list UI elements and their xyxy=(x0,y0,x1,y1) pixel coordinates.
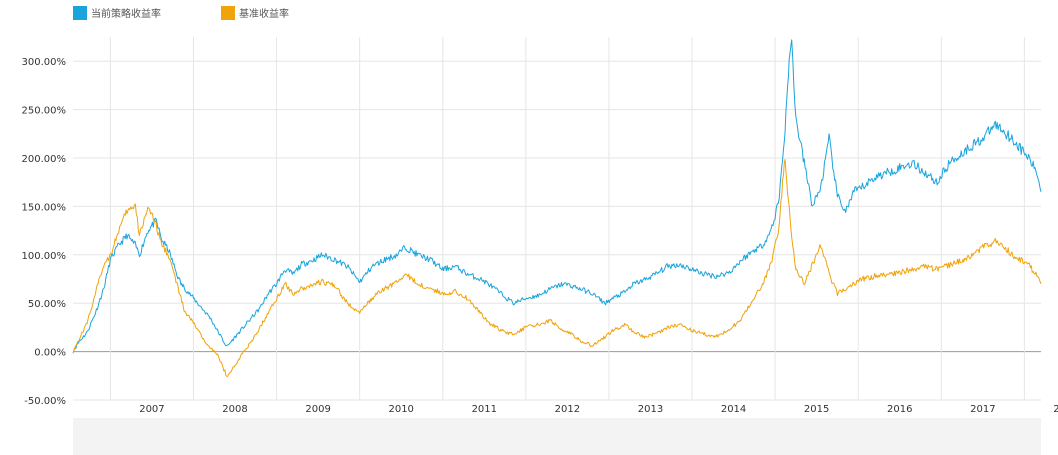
x-tick-label: 2011 xyxy=(472,404,497,415)
legend-swatch-benchmark xyxy=(221,6,235,20)
legend: 当前策略收益率 基准收益率 xyxy=(73,6,289,20)
series-line-strategy xyxy=(72,39,1042,354)
legend-label-strategy: 当前策略收益率 xyxy=(91,7,161,20)
x-tick-label: 2007 xyxy=(139,404,164,415)
x-tick-label: 2014 xyxy=(721,404,746,415)
y-gridlines xyxy=(73,60,1041,401)
x-tick-label: 2015 xyxy=(804,404,829,415)
x-tick-label: 2016 xyxy=(887,404,912,415)
series-group xyxy=(72,39,1042,377)
legend-label-benchmark: 基准收益率 xyxy=(239,7,289,20)
x-tick-label: 2008 xyxy=(222,404,247,415)
y-tick-label: 100.00% xyxy=(22,251,67,262)
y-tick-label: 50.00% xyxy=(28,299,66,310)
x-tick-label: 2012 xyxy=(555,404,580,415)
legend-swatch-strategy xyxy=(73,6,87,20)
series-line-benchmark xyxy=(72,158,1042,377)
x-tick-label: 2018 xyxy=(1053,404,1058,415)
x-gridlines xyxy=(109,37,1025,400)
y-axis: -50.00% 0.00% 50.00% 100.00% 150.00% 200.00% 2… xyxy=(22,57,67,407)
x-tick-label: 2009 xyxy=(305,404,330,415)
y-tick-label: 200.00% xyxy=(22,154,67,165)
x-tick-label: 2017 xyxy=(970,404,995,415)
y-tick-label: 250.00% xyxy=(22,106,67,117)
x-tick-label: 2013 xyxy=(638,404,663,415)
y-tick-label: 0.00% xyxy=(34,348,66,359)
scrollbar-track[interactable] xyxy=(73,418,1041,455)
x-tick-label: 2010 xyxy=(388,404,413,415)
y-tick-label: -50.00% xyxy=(24,396,66,407)
y-tick-label: 150.00% xyxy=(22,202,67,213)
x-axis: 2007 2008 2009 2010 2011 2012 2013 2014 2015 2016… xyxy=(139,404,1058,415)
y-tick-label: 300.00% xyxy=(22,57,67,68)
